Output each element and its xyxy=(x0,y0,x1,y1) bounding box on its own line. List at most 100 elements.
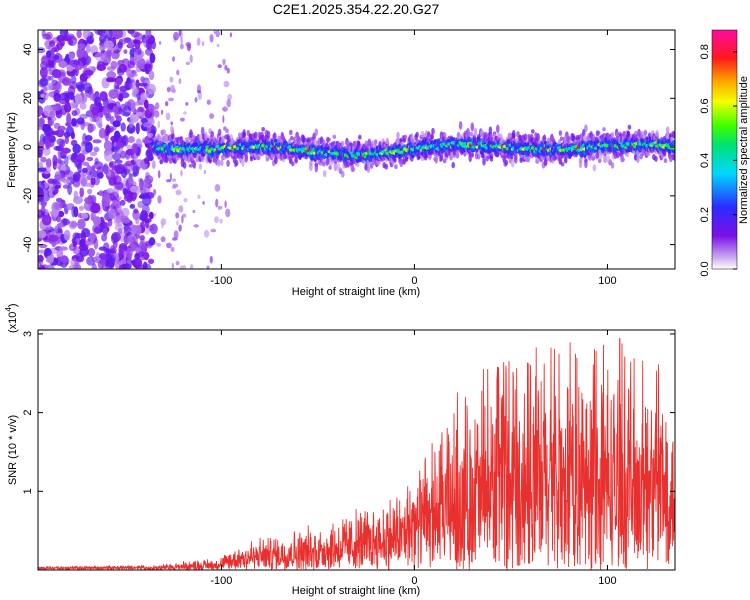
spectrogram-noise-cell xyxy=(129,185,139,193)
spectrogram-noise-cell xyxy=(44,249,52,257)
spectrogram-noise-cell xyxy=(114,159,123,164)
spectrogram-noise-cell xyxy=(155,102,160,110)
spectrogram-noise-cell xyxy=(90,177,96,186)
spectrogram-halo-cell xyxy=(322,170,327,178)
spectrogram-noise-cell xyxy=(85,44,91,53)
spectrogram-noise-cell xyxy=(57,210,65,218)
spectrogram-noise-cell xyxy=(87,247,96,257)
spectrogram-noise-cell xyxy=(146,132,154,138)
spectrogram-halo-cell xyxy=(241,158,245,168)
spectrogram-noise-cell xyxy=(121,135,127,145)
spectrogram-noise-cell xyxy=(175,260,180,266)
spectrogram-noise-cell xyxy=(52,154,58,166)
spectrogram-halo-cell xyxy=(558,130,563,136)
spectrogram-noise-cell xyxy=(202,201,205,205)
spectrogram-noise-cell xyxy=(43,147,51,156)
spectrogram-noise-cell xyxy=(58,143,64,152)
spectrogram-noise-cell xyxy=(38,180,45,193)
spectrogram-noise-cell xyxy=(92,216,102,226)
spectrogram-noise-cell xyxy=(39,264,45,269)
spectrogram-halo-cell xyxy=(470,122,475,132)
spectrogram-noise-cell xyxy=(51,209,59,218)
spectrogram-noise-cell xyxy=(132,86,140,95)
spectrogram-noise-cell xyxy=(157,170,161,179)
spectrogram-noise-cell xyxy=(132,257,143,269)
spectrogram-noise-cell xyxy=(146,83,156,95)
spectrogram-noise-cell xyxy=(80,143,86,154)
spectrogram-noise-cell xyxy=(194,97,198,103)
spectrogram-noise-cell xyxy=(126,79,135,84)
spectrogram-noise-cell xyxy=(222,106,228,112)
spectrogram-noise-cell xyxy=(121,111,131,117)
spectrogram-noise-cell xyxy=(118,264,128,269)
spectrogram-noise-cell xyxy=(170,84,175,93)
spectrogram-noise-cell xyxy=(141,203,150,216)
spectrogram-noise-cell xyxy=(62,218,68,226)
spectrogram-noise-cell xyxy=(188,164,194,168)
spectrogram-halo-cell xyxy=(510,158,515,168)
spectrogram-noise-cell xyxy=(120,122,126,132)
spectrogram-noise-cell xyxy=(92,139,102,144)
spectrogram-noise-cell xyxy=(68,264,79,269)
spectrogram-noise-cell xyxy=(112,105,119,115)
spectrogram-noise-cell xyxy=(78,205,85,211)
spectrogram-noise-cell xyxy=(79,174,89,185)
spectrogram-noise-cell xyxy=(178,205,184,213)
spectrogram-noise-cell xyxy=(42,86,48,92)
spectrogram-noise-cell xyxy=(60,255,69,264)
spectrogram-noise-cell xyxy=(80,212,89,219)
spectrogram-halo-cell xyxy=(216,159,221,167)
spectrogram-noise-cell xyxy=(86,35,95,45)
spectrogram-halo-cell xyxy=(210,130,214,138)
spectrogram-noise-cell xyxy=(182,213,187,218)
spectrogram-noise-cell xyxy=(45,158,52,169)
spectrogram-noise-cell xyxy=(112,120,121,128)
spectrogram-noise-cell xyxy=(105,40,114,49)
spectrogram-noise-cell xyxy=(144,63,152,70)
spectrogram-halo-cell xyxy=(496,124,500,134)
spectrogram-halo-cell xyxy=(332,134,337,139)
spectrogram-noise-cell xyxy=(38,124,44,131)
spectrogram-noise-cell xyxy=(161,109,164,115)
spectrogram-noise-cell xyxy=(38,196,44,203)
spectrogram-noise-cell xyxy=(94,52,105,61)
spectrogram-noise-cell xyxy=(128,177,133,186)
spectrogram-halo-cell xyxy=(328,165,332,170)
spectrogram-noise-cell xyxy=(203,229,210,238)
spectrogram-noise-cell xyxy=(147,258,155,264)
spectrogram-noise-cell xyxy=(219,218,223,224)
spectrogram-noise-cell xyxy=(114,130,121,141)
spectrogram-noise-cell xyxy=(166,179,172,183)
spectrogram-noise-cell xyxy=(224,64,228,71)
spectrogram-noise-cell xyxy=(41,123,51,133)
spectrogram-noise-cell xyxy=(172,183,179,188)
spectrogram-halo-cell xyxy=(163,134,168,142)
spectrogram-halo-cell xyxy=(584,159,588,169)
spectrogram-noise-cell xyxy=(56,215,61,223)
spectrogram-noise-cell xyxy=(40,205,46,217)
spectrogram-noise-cell xyxy=(197,91,202,101)
spectrogram-noise-cell xyxy=(196,90,202,94)
spectrogram-noise-cell xyxy=(95,116,103,127)
spectrogram-noise-cell xyxy=(102,227,108,237)
spectrogram-noise-cell xyxy=(178,224,182,232)
spectrogram-noise-cell xyxy=(49,110,56,119)
spectrogram-noise-cell xyxy=(159,40,162,45)
spectrogram-noise-cell xyxy=(70,75,77,84)
spectrogram-noise-cell xyxy=(193,224,199,228)
spectrogram-noise-cell xyxy=(226,67,230,74)
spectrogram-halo-cell xyxy=(266,130,271,140)
spectrogram-noise-cell xyxy=(148,211,154,220)
spectrogram-halo-cell xyxy=(198,134,203,141)
spectrogram-noise-cell xyxy=(218,205,221,211)
spectrogram-halo-cell xyxy=(257,152,261,161)
spectrogram-noise-cell xyxy=(112,152,122,161)
spectrogram-noise-cell xyxy=(125,247,133,259)
spectrogram-noise-cell xyxy=(98,189,103,197)
spectrogram-noise-cell xyxy=(165,112,171,121)
spectrogram-halo-cell xyxy=(171,133,175,140)
spectrogram-noise-cell xyxy=(142,139,152,144)
spectrogram-noise-cell xyxy=(93,146,100,153)
spectrogram-noise-cell xyxy=(128,73,138,78)
spectrogram-noise-cell xyxy=(215,198,219,208)
